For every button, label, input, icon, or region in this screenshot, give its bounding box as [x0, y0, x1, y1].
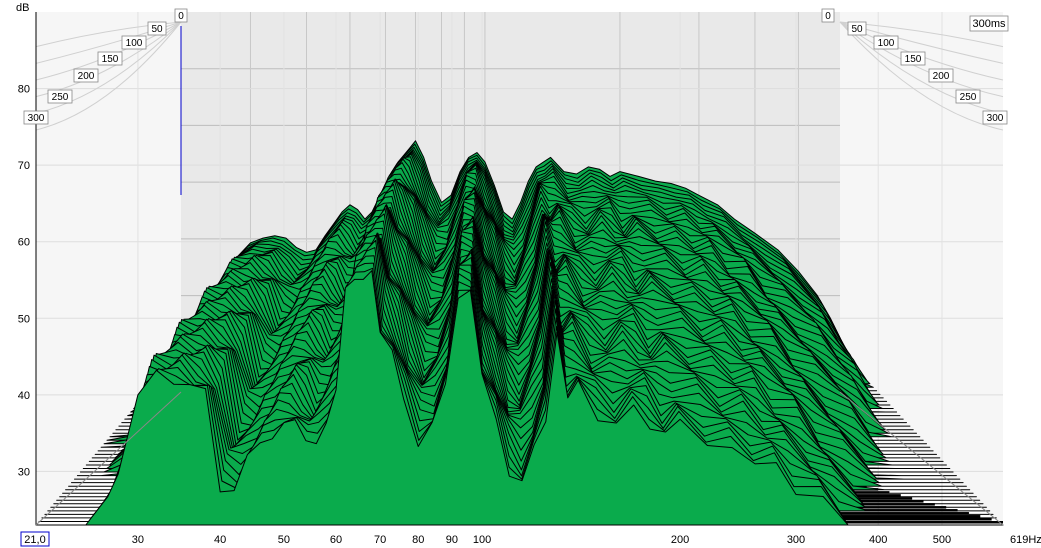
x-tick-label: 80	[412, 534, 424, 546]
x-tick-label: 500	[933, 534, 951, 546]
time-tick-label-left: 0	[178, 11, 184, 22]
y-tick-label: 60	[18, 237, 30, 249]
time-tick-label-left: 250	[52, 92, 69, 103]
time-tick-box-right	[982, 110, 1008, 125]
time-tick-label-right: 100	[878, 38, 895, 49]
time-tick-box-left	[47, 89, 73, 104]
time-tick-label-right: 250	[960, 92, 977, 103]
time-tick-box-left	[121, 35, 147, 50]
time-tick-box-right	[873, 35, 899, 50]
time-tick-box-left	[97, 51, 123, 66]
time-arc-left	[35, 21, 182, 114]
time-tick-box-right	[928, 68, 954, 83]
y-axis-title: dB	[16, 2, 29, 14]
time-tick-label-left: 200	[78, 71, 95, 82]
axis-labels: dB 30 40 50 60 70 80 30 40 50 60 70 80 90 100 200 300 400…	[16, 2, 1041, 547]
x-tick-label: 60	[330, 534, 342, 546]
time-max-box	[969, 15, 1009, 32]
time-tick-box-right	[955, 89, 981, 104]
time-tick-label-left: 50	[151, 24, 163, 35]
right-wall	[840, 12, 1003, 525]
x-start-label: 21,0	[24, 534, 45, 546]
y-tick-label: 70	[18, 160, 30, 172]
time-tick-box-left	[174, 8, 188, 23]
time-tick-box-right	[821, 8, 835, 23]
x-tick-label: 400	[869, 534, 887, 546]
time-tick-label-left: 100	[126, 38, 143, 49]
time-max-label: 300ms	[972, 18, 1006, 30]
time-tick-label-left: 300	[28, 113, 45, 124]
time-tick-label-right: 300	[987, 113, 1004, 124]
x-tick-label: 40	[214, 534, 226, 546]
time-tick-box-left	[73, 68, 99, 83]
y-tick-label: 40	[18, 390, 30, 402]
y-tick-label: 30	[18, 466, 30, 478]
x-start-box	[20, 531, 50, 547]
x-tick-label: 100	[473, 534, 491, 546]
time-tick-box-right	[900, 51, 926, 66]
time-arc-right	[839, 21, 1004, 114]
time-tick-label-right: 0	[825, 11, 831, 22]
right-depth-edge	[839, 391, 1004, 526]
x-end-label: 619Hz	[1010, 534, 1041, 546]
y-tick-label: 80	[18, 84, 30, 96]
time-tick-label-left: 150	[102, 54, 119, 65]
time-arc-left	[35, 21, 182, 131]
y-tick-label: 50	[18, 313, 30, 325]
x-tick-label: 50	[278, 534, 290, 546]
x-tick-label: 70	[374, 534, 386, 546]
axes-frame	[35, 12, 1004, 526]
time-arc-right	[839, 21, 1004, 131]
time-tick-label-right: 150	[905, 54, 922, 65]
time-tick-box-left	[23, 110, 49, 125]
time-tick-label-right: 50	[851, 24, 863, 35]
time-tick-box-left	[147, 21, 167, 36]
x-tick-label: 200	[671, 534, 689, 546]
time-tick-box-right	[847, 21, 867, 36]
x-tick-label: 30	[132, 534, 144, 546]
waterfall-slices	[35, 140, 1004, 526]
x-tick-label: 90	[446, 534, 458, 546]
waterfall-slice	[35, 270, 1004, 526]
time-tick-label-right: 200	[933, 71, 950, 82]
left-depth-edge	[35, 391, 182, 526]
x-tick-label: 300	[787, 534, 805, 546]
